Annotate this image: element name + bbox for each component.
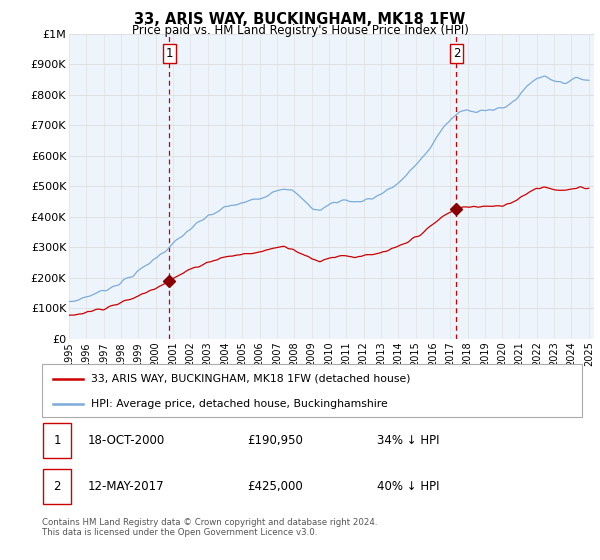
Text: £425,000: £425,000	[247, 480, 303, 493]
Text: 33, ARIS WAY, BUCKINGHAM, MK18 1FW: 33, ARIS WAY, BUCKINGHAM, MK18 1FW	[134, 12, 466, 27]
FancyBboxPatch shape	[43, 423, 71, 458]
Text: 1: 1	[166, 47, 173, 60]
FancyBboxPatch shape	[42, 364, 582, 417]
FancyBboxPatch shape	[43, 469, 71, 504]
Text: 40% ↓ HPI: 40% ↓ HPI	[377, 480, 439, 493]
Text: 1: 1	[53, 434, 61, 447]
Text: 18-OCT-2000: 18-OCT-2000	[88, 434, 165, 447]
Text: 2: 2	[53, 480, 61, 493]
Text: 12-MAY-2017: 12-MAY-2017	[88, 480, 164, 493]
Text: £190,950: £190,950	[247, 434, 303, 447]
Text: Price paid vs. HM Land Registry's House Price Index (HPI): Price paid vs. HM Land Registry's House …	[131, 24, 469, 36]
Text: 33, ARIS WAY, BUCKINGHAM, MK18 1FW (detached house): 33, ARIS WAY, BUCKINGHAM, MK18 1FW (deta…	[91, 374, 410, 384]
Text: Contains HM Land Registry data © Crown copyright and database right 2024.
This d: Contains HM Land Registry data © Crown c…	[42, 518, 377, 538]
Text: HPI: Average price, detached house, Buckinghamshire: HPI: Average price, detached house, Buck…	[91, 399, 388, 409]
Text: 2: 2	[452, 47, 460, 60]
Text: 34% ↓ HPI: 34% ↓ HPI	[377, 434, 439, 447]
